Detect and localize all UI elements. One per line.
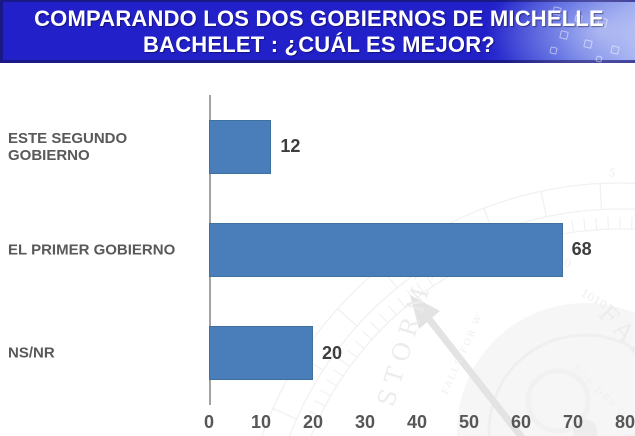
x-tick-label: 60 — [510, 412, 532, 432]
x-tick-label: 10 — [250, 412, 272, 432]
value-label: 68 — [571, 239, 592, 260]
bar — [209, 326, 313, 381]
bar-row: EL PRIMER GOBIERNO 68 — [0, 198, 635, 301]
title-banner: COMPARANDO LOS DOS GOBIERNOS DE MICHELLE… — [0, 0, 635, 97]
bar-row: NS/NR 20 — [0, 302, 635, 405]
slide-title: COMPARANDO LOS DOS GOBIERNOS DE MICHELLE… — [3, 6, 635, 58]
bar — [209, 119, 272, 174]
x-tick-label: 30 — [354, 412, 376, 432]
x-tick-label: 20 — [302, 412, 324, 432]
bar-chart: ESTE SEGUNDO GOBIERNO 12 EL PRIMER GOBIERN… — [0, 95, 635, 405]
barometer-watermark: STORMY FAIR FALLS FOR W FOR DRY OR 1010 … — [261, 166, 635, 436]
category-label: NS/NR — [8, 344, 55, 362]
x-axis: 0 10 20 30 40 50 60 70 80 — [0, 410, 635, 436]
value-label: 20 — [322, 342, 343, 363]
category-label: EL PRIMER GOBIERNO — [8, 241, 176, 259]
bar-row: ESTE SEGUNDO GOBIERNO 12 — [0, 95, 635, 198]
x-tick-label: 40 — [406, 412, 428, 432]
watermark-number-5: 5 — [608, 166, 617, 180]
value-label: 12 — [280, 136, 301, 157]
slide-title-line2: BACHELET : ¿CUÁL ES MEJOR? — [143, 32, 495, 57]
bar — [209, 222, 563, 277]
slide-title-line1: COMPARANDO LOS DOS GOBIERNOS DE MICHELLE — [34, 6, 604, 31]
x-tick-label: 70 — [562, 412, 584, 432]
category-label: ESTE SEGUNDO GOBIERNO — [8, 129, 128, 164]
x-tick-label: 80 — [614, 412, 635, 432]
chart-area: STORMY FAIR FALLS FOR W FOR DRY OR 1010 … — [0, 63, 635, 436]
barometer-needle-icon — [410, 295, 526, 436]
x-tick-label: 50 — [458, 412, 480, 432]
x-tick-label: 0 — [203, 412, 215, 432]
